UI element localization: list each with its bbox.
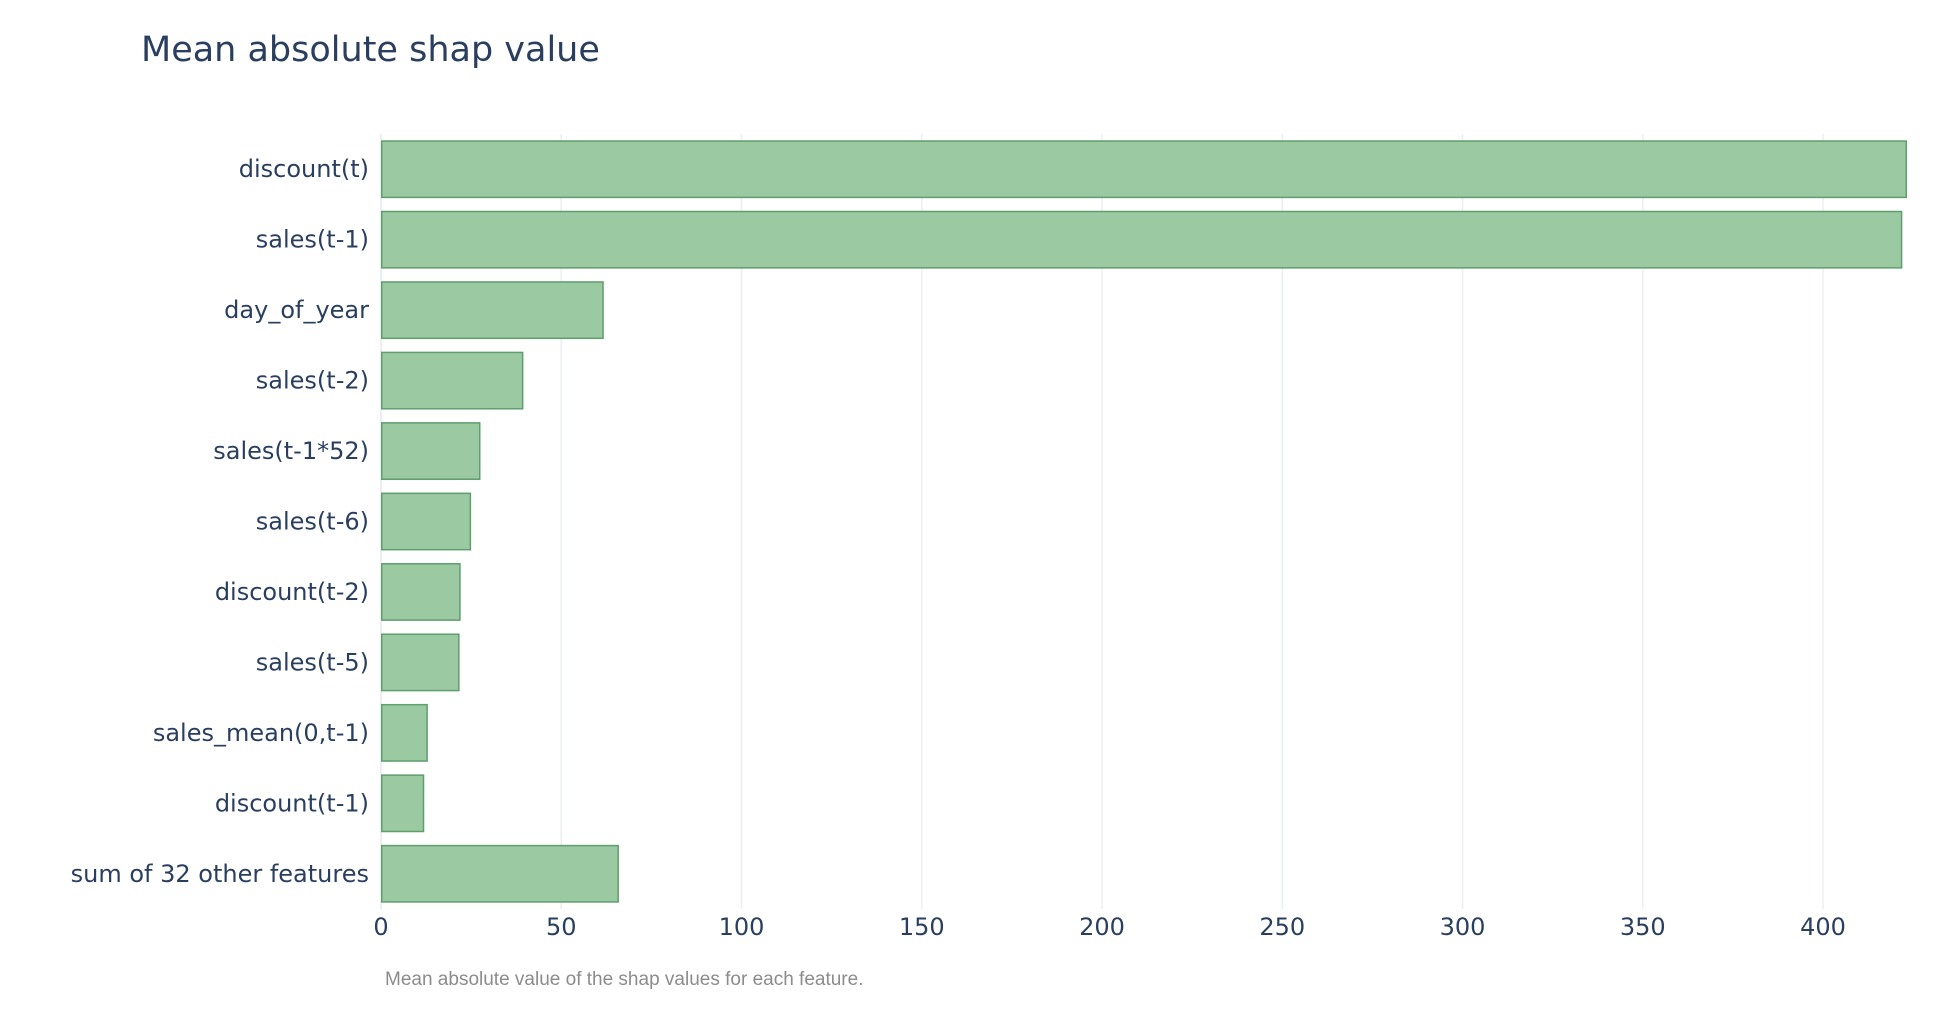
bar (381, 422, 481, 480)
category-label: sales(t-1*52) (213, 437, 369, 465)
category-label: discount(t-2) (215, 578, 369, 606)
x-tick-label: 350 (1620, 913, 1666, 941)
bar (381, 774, 425, 833)
x-tick-label: 400 (1800, 913, 1846, 941)
category-label: sales(t-1) (256, 226, 369, 254)
category-label: day_of_year (224, 296, 369, 324)
bar (381, 351, 524, 410)
bar (381, 703, 428, 762)
bar (381, 492, 472, 551)
bar (381, 140, 1907, 199)
x-tick-label: 300 (1440, 913, 1486, 941)
category-labels: discount(t) sales(t-1) day_of_year sales(t-… (71, 155, 370, 888)
bar (381, 210, 1903, 269)
x-tick-label: 200 (1079, 913, 1125, 941)
x-tick-label: 0 (373, 913, 388, 941)
category-label: discount(t) (239, 155, 369, 183)
chart-annotation: Mean absolute value of the shap values f… (385, 969, 863, 990)
bars (381, 140, 1907, 903)
x-tick-label: 250 (1259, 913, 1305, 941)
bar (381, 281, 604, 340)
category-label: sales_mean(0,t-1) (153, 719, 369, 747)
category-label: sales(t-2) (256, 367, 369, 395)
bar (381, 844, 619, 903)
bar (381, 563, 461, 621)
chart-title: Mean absolute shap value (141, 30, 600, 70)
x-tick-label: 50 (546, 913, 577, 941)
category-label: discount(t-1) (215, 789, 369, 817)
category-label: sum of 32 other features (71, 860, 369, 888)
x-tick-label: 100 (719, 913, 765, 941)
category-label: sales(t-5) (256, 648, 369, 676)
x-axis-tick-labels: 0 50 100 150 200 250 300 350 400 (373, 913, 1846, 941)
x-tick-label: 150 (899, 913, 945, 941)
category-label: sales(t-6) (256, 508, 369, 536)
bar (381, 633, 460, 692)
